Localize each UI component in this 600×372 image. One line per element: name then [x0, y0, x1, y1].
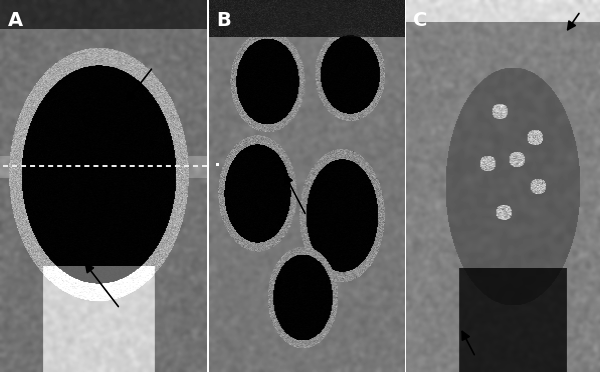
Text: A: A	[8, 11, 23, 30]
Text: B: B	[217, 11, 232, 30]
Text: C: C	[413, 11, 428, 30]
